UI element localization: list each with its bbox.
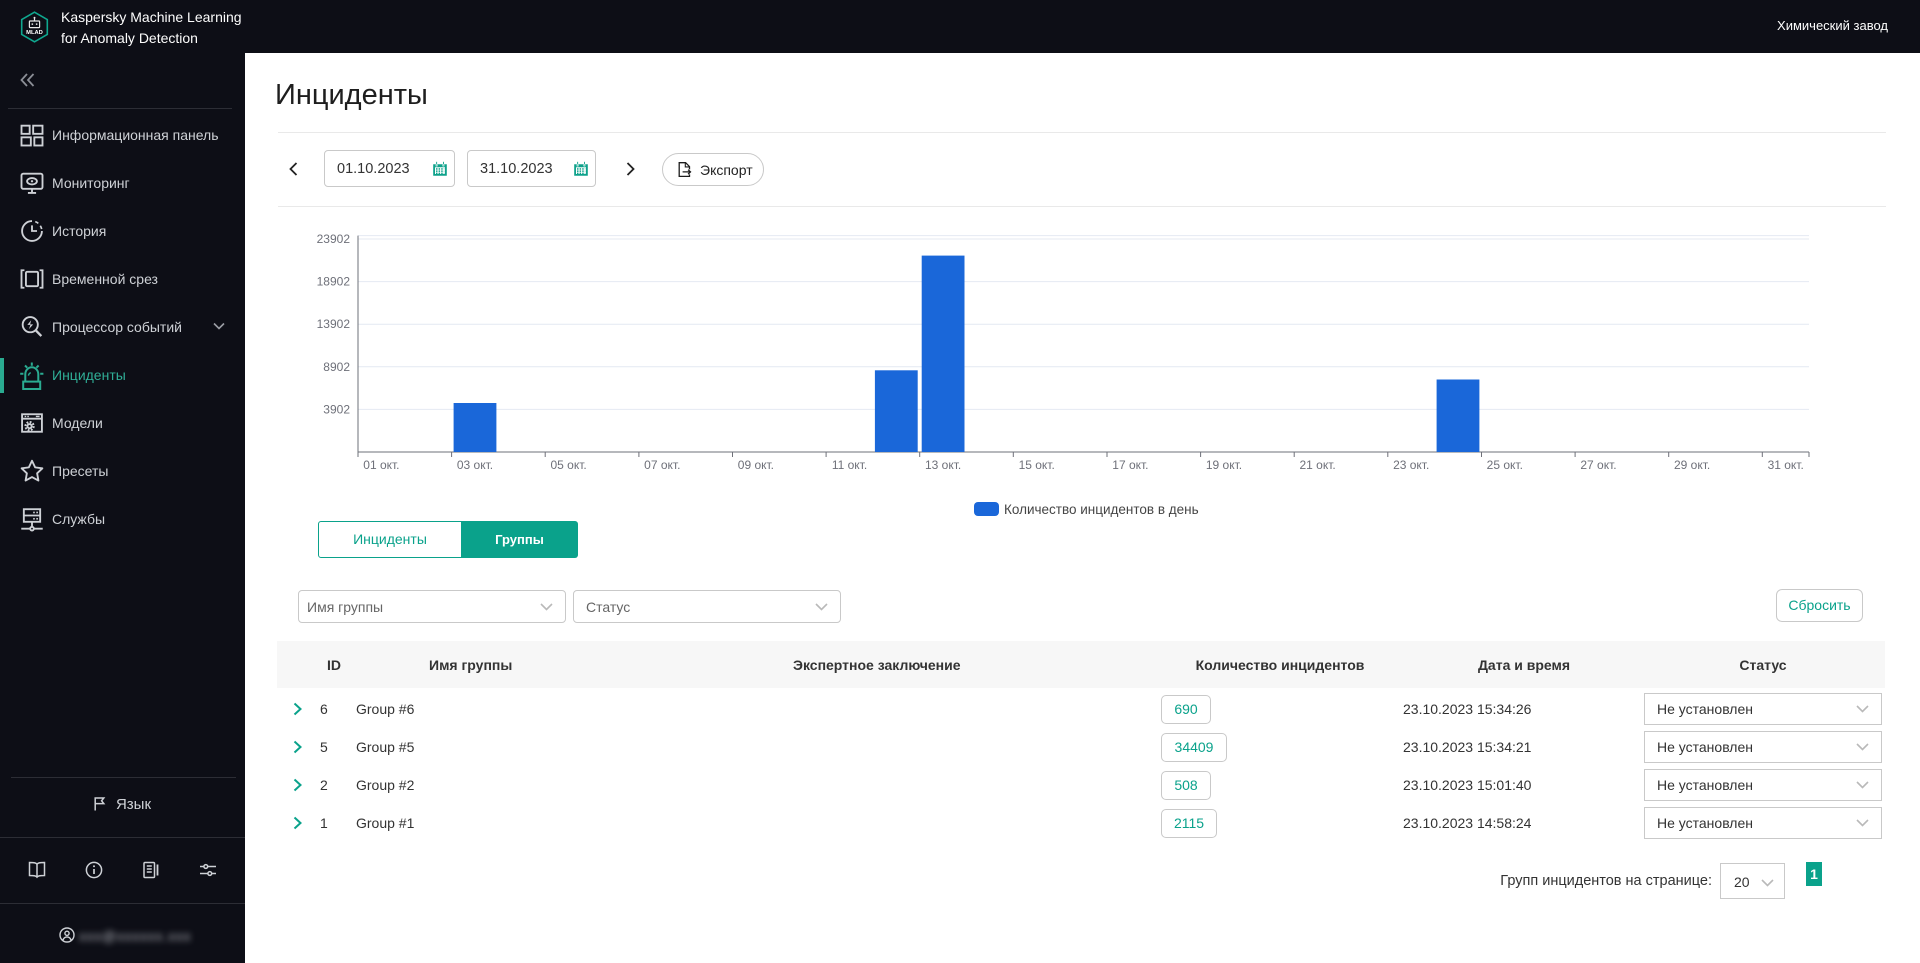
svg-text:21 окт.: 21 окт. xyxy=(1299,458,1335,472)
svg-text:03 окт.: 03 окт. xyxy=(457,458,493,472)
svg-text:MLAD: MLAD xyxy=(26,30,43,36)
svg-text:01 окт.: 01 окт. xyxy=(363,458,399,472)
svg-text:09 окт.: 09 окт. xyxy=(738,458,774,472)
svg-text:31 окт.: 31 окт. xyxy=(1768,458,1804,472)
svg-text:3902: 3902 xyxy=(323,402,350,416)
svg-text:07 окт.: 07 окт. xyxy=(644,458,680,472)
svg-text:17 окт.: 17 окт. xyxy=(1112,458,1148,472)
svg-text:05 окт.: 05 окт. xyxy=(550,458,586,472)
svg-text:19 окт.: 19 окт. xyxy=(1206,458,1242,472)
svg-text:13 окт.: 13 окт. xyxy=(925,458,961,472)
svg-text:27 окт.: 27 окт. xyxy=(1580,458,1616,472)
svg-text:8902: 8902 xyxy=(323,360,350,374)
svg-text:15 окт.: 15 окт. xyxy=(1019,458,1055,472)
svg-text:18902: 18902 xyxy=(317,275,351,289)
svg-text:23 окт.: 23 окт. xyxy=(1393,458,1429,472)
svg-text:29 окт.: 29 окт. xyxy=(1674,458,1710,472)
svg-text:13902: 13902 xyxy=(317,317,351,331)
svg-text:25 окт.: 25 окт. xyxy=(1487,458,1523,472)
svg-text:23902: 23902 xyxy=(317,232,351,246)
svg-text:11 окт.: 11 окт. xyxy=(832,458,867,472)
